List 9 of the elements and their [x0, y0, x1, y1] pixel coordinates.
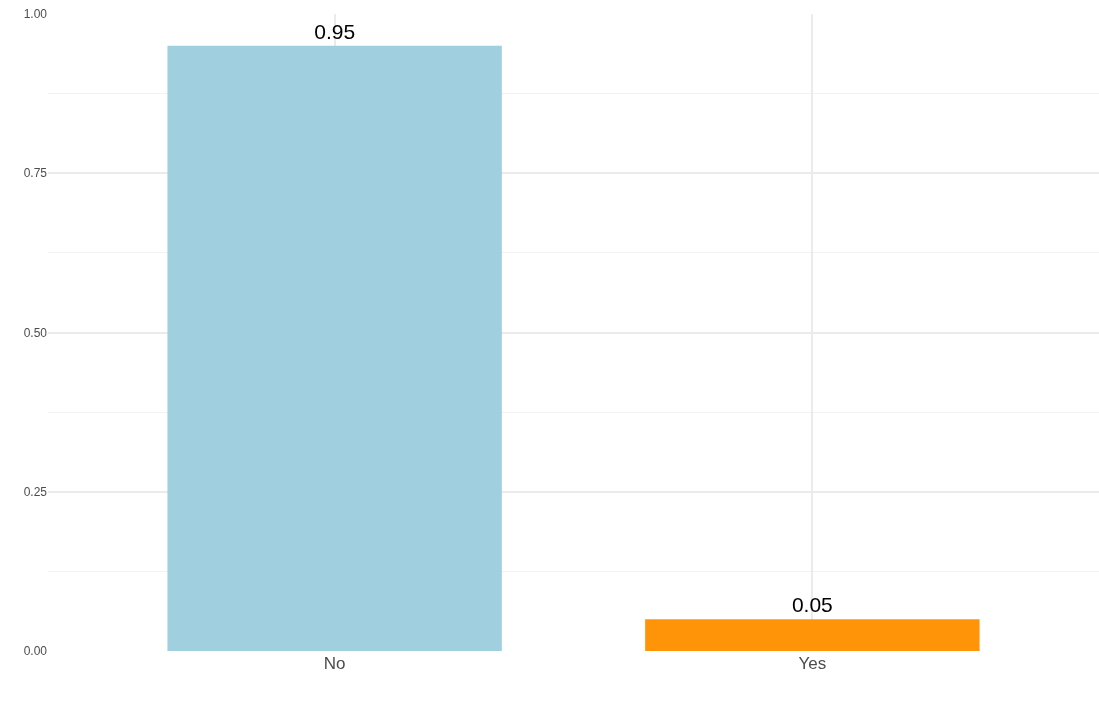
y-tick-label: 0.50: [23, 325, 48, 340]
y-tick-label: 0.25: [23, 484, 48, 499]
x-tick-label: No: [323, 654, 346, 673]
y-tick-label: 0.75: [23, 166, 48, 181]
data-label: 0.05: [791, 593, 833, 617]
data-label: 0.95: [314, 19, 356, 43]
y-tick-label: 1.00: [23, 7, 48, 22]
y-tick-label: 0.00: [23, 644, 48, 659]
x-tick-label: Yes: [798, 654, 827, 673]
